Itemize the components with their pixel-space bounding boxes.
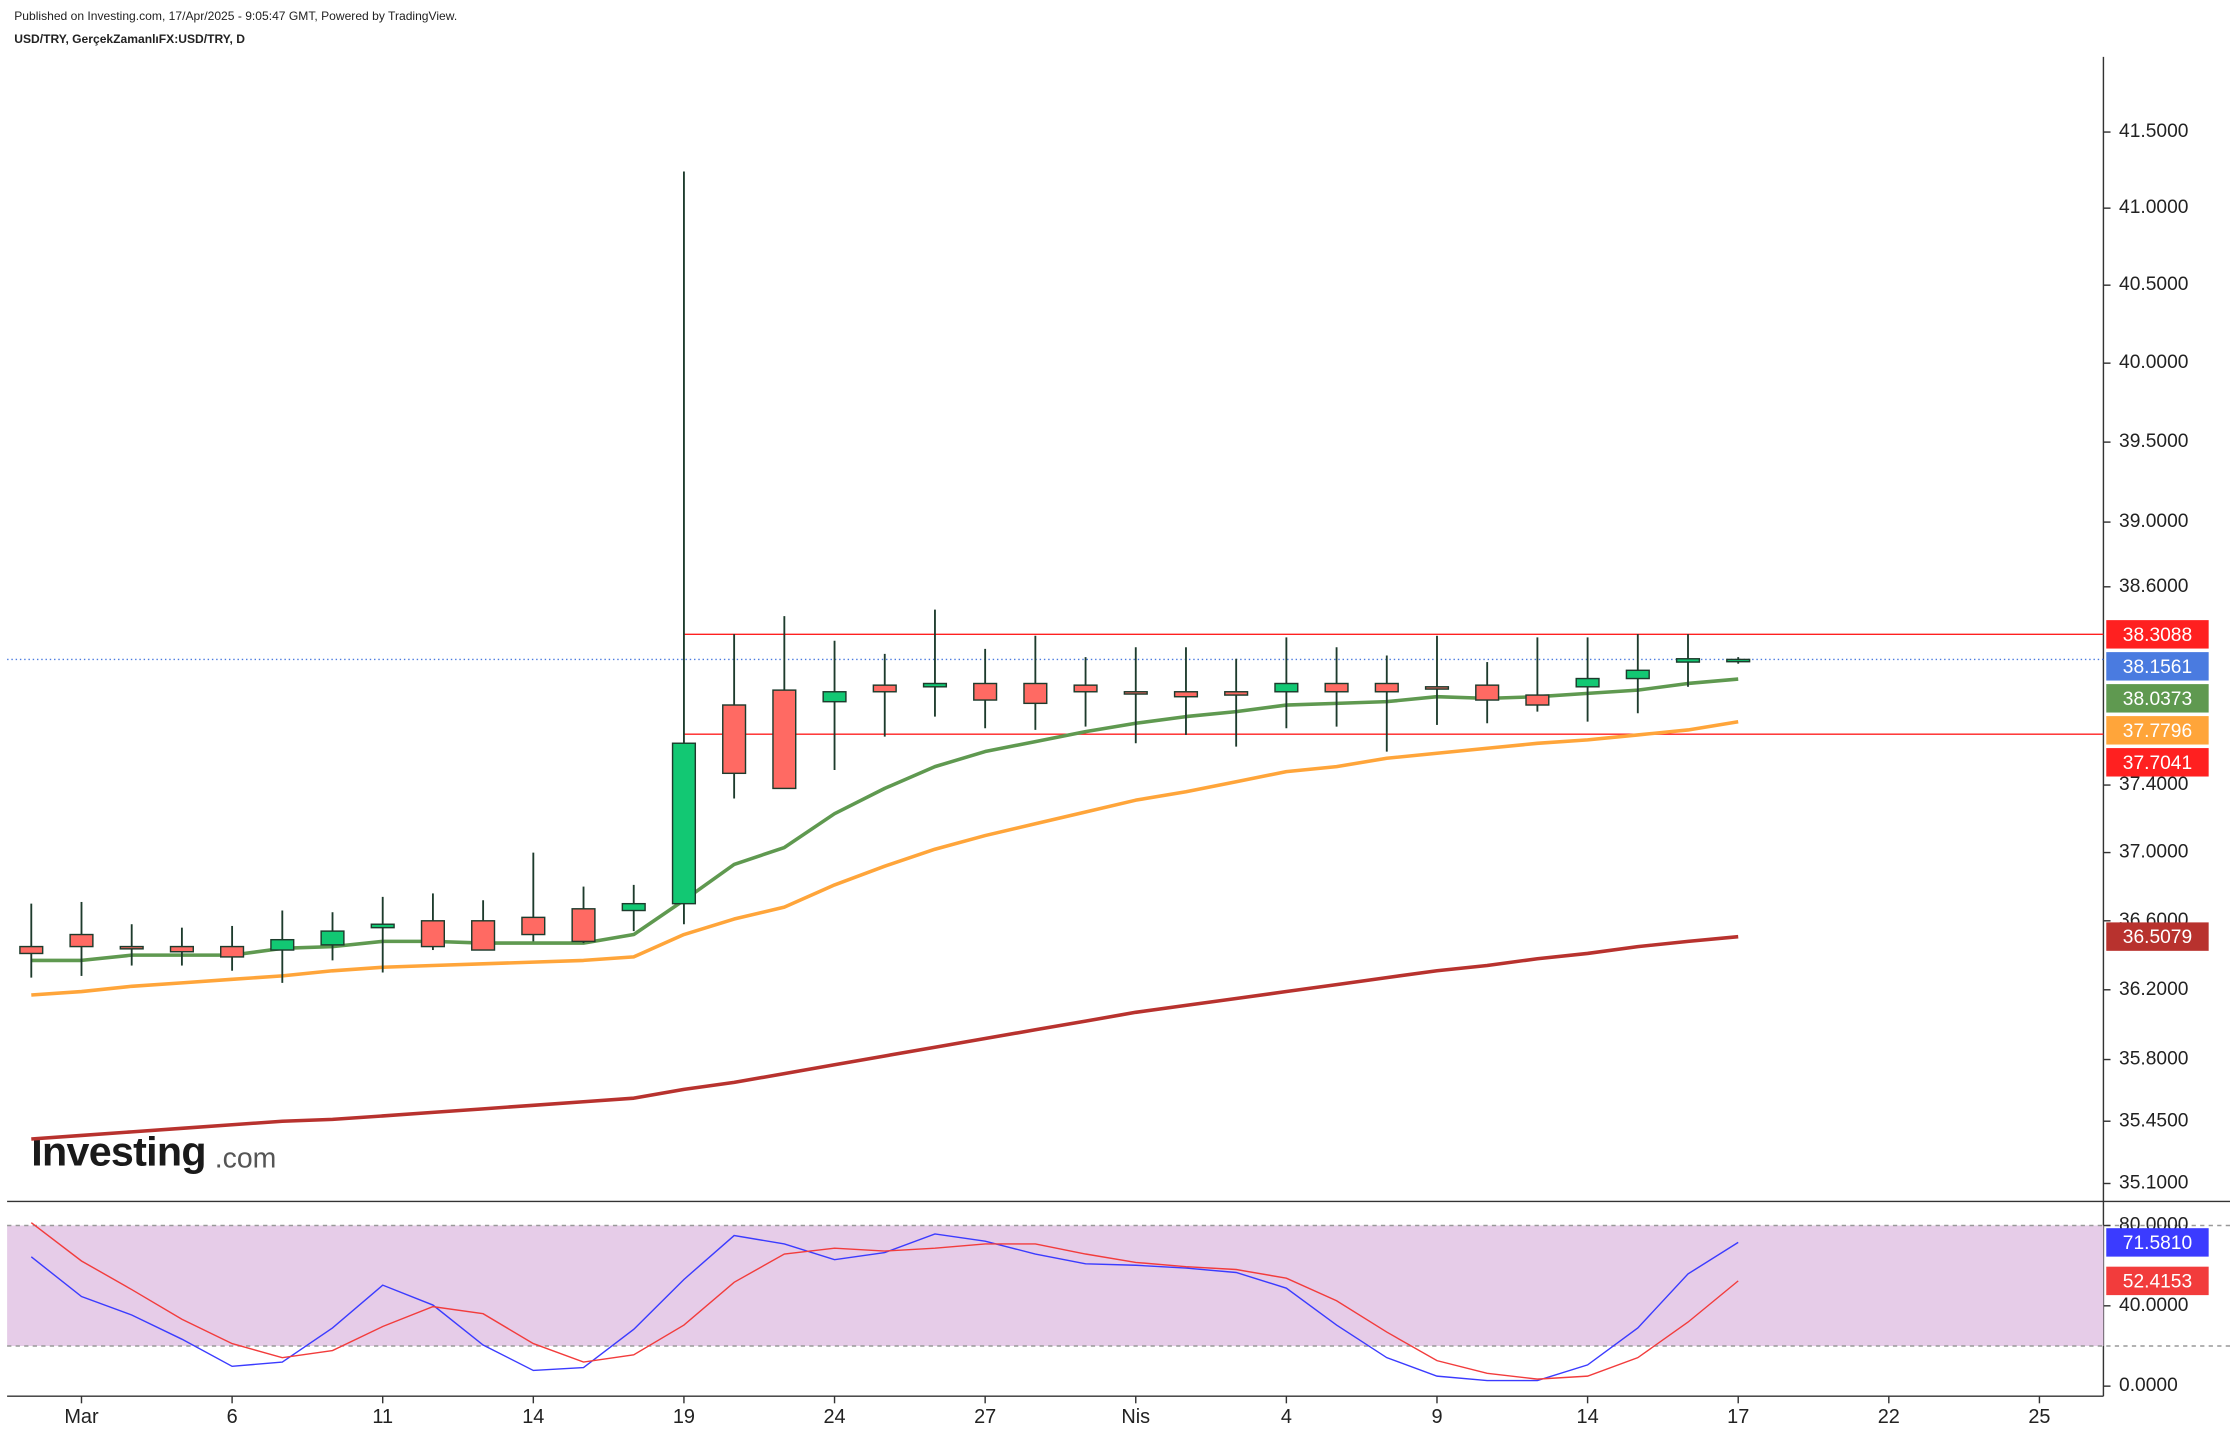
y-tick-label: 38.6000 [2119,576,2188,597]
candle-body [722,704,747,775]
candle-body [922,682,948,688]
x-tick-label: Mar [64,1406,99,1428]
candle-body [1475,684,1500,701]
x-tick-label: 22 [1878,1406,1900,1428]
candle-body [69,933,94,948]
candle-body [169,945,194,953]
price-badge [2106,1228,2209,1257]
y-tick-label: 41.5000 [2119,121,2188,142]
price-badge [2106,684,2209,713]
candle-body [320,930,345,946]
candle-body [1274,682,1299,693]
x-tick-label: 9 [1431,1406,1442,1428]
price-badge [2106,620,2209,649]
y-tick-label: 41.0000 [2119,197,2188,218]
candle-body [772,689,797,790]
y-tick-label: 40.0000 [2119,352,2188,373]
candle-body [571,908,596,943]
price-badge-label: 71.5810 [2123,1233,2192,1254]
x-tick-label: 14 [1577,1406,1599,1428]
x-tick-label: 19 [673,1406,695,1428]
symbol-title: USD/TRY, GerçekZamanlıFX:USD/TRY, D [14,32,245,46]
y-tick-label: 37.4000 [2119,774,2188,795]
price-badge-label: 36.5079 [2123,927,2192,948]
stoch-line [30,1233,1739,1382]
candle-body [1173,691,1199,698]
x-tick-label: 11 [372,1406,393,1428]
candle-body [621,902,646,912]
y-tick-label: 40.5000 [2119,274,2188,295]
candle-body [1374,682,1399,693]
price-badge-label: 38.0373 [2123,689,2192,710]
candle-body [822,691,847,703]
candle-body [1073,684,1098,693]
candle-body [973,682,998,701]
y-tick-label: 35.1000 [2119,1173,2188,1194]
candle-body [370,923,395,929]
candle-body [1575,677,1600,688]
y-tick-label: 39.0000 [2119,511,2188,532]
logo-suffix: .com [215,1143,277,1175]
y-tick-label: 35.4500 [2119,1110,2188,1131]
y-tick-label: 37.0000 [2119,842,2188,863]
stoch-band [7,1225,2104,1346]
x-tick-label: 17 [1727,1406,1749,1428]
y-tick-label: 39.5000 [2119,431,2188,452]
candle-body [872,684,897,693]
candle-body [1123,691,1148,695]
price-badge [2106,748,2209,777]
candle-body [471,920,496,951]
moving-average [31,934,1739,1141]
price-badge [2106,716,2209,745]
stoch-line [30,1222,1739,1380]
x-tick-label: 27 [974,1406,996,1428]
price-badge-label: 37.7796 [2123,721,2192,742]
candle-body [1424,686,1450,690]
candle-body [1726,658,1751,663]
candle-body [270,938,295,951]
x-tick-label: 14 [522,1406,544,1428]
x-tick-label: 6 [227,1406,238,1428]
candle-body [1675,658,1701,663]
candle-body [220,945,245,958]
price-badge-label: 38.1561 [2123,657,2192,678]
price-badge [2106,652,2209,681]
price-badge [2106,1266,2209,1296]
candle-body [671,742,697,905]
x-tick-label: 4 [1281,1406,1292,1428]
y-tick-label: 35.8000 [2119,1049,2188,1070]
price-badge [2106,922,2209,951]
x-tick-label: 25 [2028,1406,2050,1428]
price-badge-label: 38.3088 [2123,625,2192,646]
candle-body [1224,691,1249,696]
y-tick-label: 40.0000 [2119,1295,2188,1316]
price-badge-label: 37.7041 [2123,753,2192,774]
candle-body [1525,694,1550,706]
candle-body [19,945,44,955]
candle-body [1023,682,1048,705]
y-tick-label: 36.2000 [2119,979,2188,1000]
y-tick-label: 0.0000 [2119,1375,2178,1396]
moving-average [31,677,1739,963]
candle-body [420,920,446,948]
published-note: Published on Investing.com, 17/Apr/2025 … [14,9,457,23]
x-tick-label: 24 [823,1406,845,1428]
candle-body [1324,682,1349,693]
moving-average [31,719,1739,997]
price-badge-label: 52.4153 [2123,1271,2192,1292]
candle-body [1625,669,1650,680]
logo-name: Investing [31,1128,206,1174]
x-tick-label: Nis [1121,1406,1150,1428]
candle-body [521,916,546,936]
candle-body [119,945,144,950]
